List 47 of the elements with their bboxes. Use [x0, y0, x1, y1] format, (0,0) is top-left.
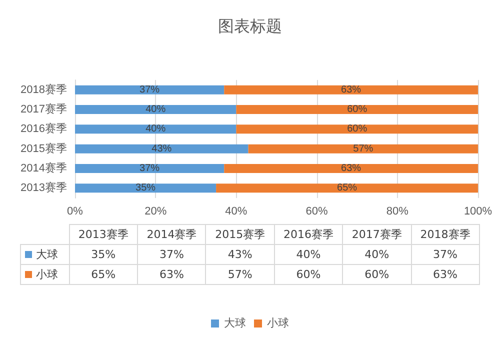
x-tick-label: 100%	[464, 206, 492, 218]
y-tick-label: 2015赛季	[20, 142, 67, 155]
text: 43%	[228, 248, 252, 261]
text: 65%	[91, 268, 116, 281]
text: 60%	[296, 268, 321, 281]
data-label: 35%	[136, 182, 156, 194]
x-tick-label: 80%	[386, 206, 409, 218]
text: 40%	[296, 248, 321, 261]
x-tick-label: 20%	[144, 206, 167, 218]
text: 37%	[160, 248, 184, 261]
data-label: 40%	[146, 104, 166, 115]
x-tick-label: 40%	[225, 206, 248, 218]
data-label: 63%	[341, 84, 362, 96]
y-tick-label: 2013赛季	[20, 181, 67, 194]
y-tick-label: 2018赛季	[20, 82, 67, 96]
text: 大球	[224, 318, 246, 330]
text: 60%	[364, 268, 390, 281]
category-label: 2016赛季	[283, 228, 334, 241]
data-label: 60%	[347, 124, 368, 135]
text: 63%	[160, 268, 184, 281]
legend-label: 大球	[20, 244, 70, 264]
y-tick-label: 2016赛季	[20, 122, 67, 136]
category-label: 2017赛季	[352, 228, 402, 241]
text: 57%	[228, 268, 252, 281]
data-label: 40%	[146, 124, 166, 135]
data-label: 65%	[337, 182, 358, 194]
data-label: 57%	[353, 143, 374, 154]
category-label: 2018赛季	[420, 228, 470, 241]
data-label: 60%	[347, 104, 368, 115]
x-tick-label: 60%	[306, 206, 328, 218]
category-label: 2015赛季	[215, 228, 266, 241]
text: 63%	[433, 268, 458, 281]
data-label: 63%	[341, 163, 362, 174]
text: 37%	[433, 248, 458, 261]
y-tick-label: 2014赛季	[20, 162, 67, 174]
category-label: 2013赛季	[78, 228, 128, 241]
category-label: 2014赛季	[146, 228, 197, 241]
data-label: 43%	[152, 143, 172, 154]
text: 小球	[36, 268, 58, 281]
chart-title: 图表标题	[218, 18, 282, 36]
data-label: 37%	[140, 84, 160, 96]
y-tick-label: 2017赛季	[20, 102, 67, 116]
legend-label: 小球	[267, 316, 289, 330]
text: 35%	[91, 248, 116, 261]
data-label: 37%	[140, 163, 160, 174]
x-tick-label: 0%	[67, 206, 84, 218]
text: 40%	[364, 248, 390, 261]
